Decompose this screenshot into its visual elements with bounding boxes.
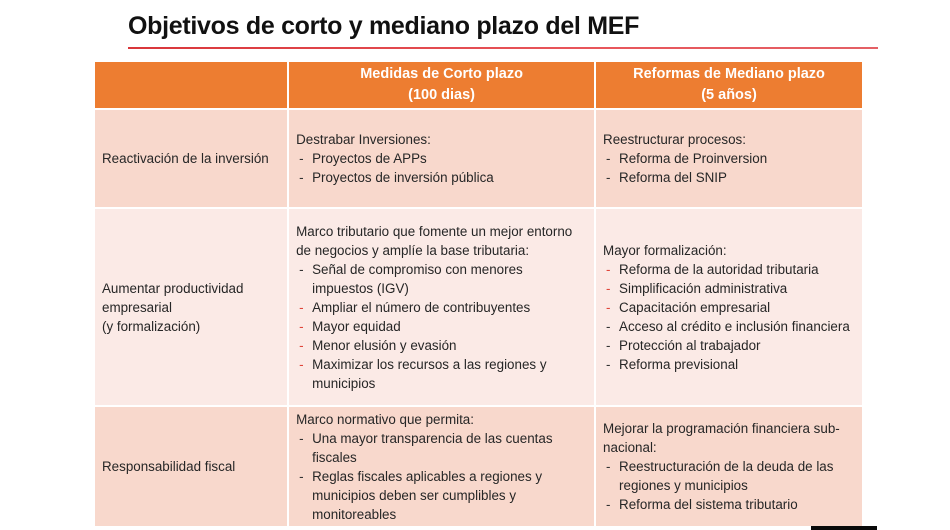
objective-cell: Aumentar productividad empresarial (y fo… xyxy=(92,207,290,407)
header-short-term: Medidas de Corto plazo (100 dias) xyxy=(287,60,597,110)
table-row: Aumentar productividad empresarial (y fo… xyxy=(92,207,864,407)
list-item: Reforma del SNIP xyxy=(603,168,855,187)
medium-term-cell: Mayor formalización: Reforma de la autor… xyxy=(594,207,864,407)
list-item: Proyectos de APPs xyxy=(296,149,587,168)
list-item: Reforma previsional xyxy=(603,355,855,374)
list-item: Una mayor transparencia de las cuentas f… xyxy=(296,429,587,467)
header-medium-term: Reformas de Mediano plazo (5 años) xyxy=(594,60,864,110)
objectives-table: Medidas de Corto plazo (100 dias) Reform… xyxy=(92,60,864,528)
table-header-row: Medidas de Corto plazo (100 dias) Reform… xyxy=(92,60,864,110)
short-term-cell: Marco normativo que permita: Una mayor t… xyxy=(287,405,597,528)
list-item: Capacitación empresarial xyxy=(603,298,855,317)
medium-term-cell: Mejorar la programación financiera sub-n… xyxy=(594,405,864,528)
list-item: Señal de compromiso con menores impuesto… xyxy=(296,260,587,298)
list-item: Reglas fiscales aplicables a regiones y … xyxy=(296,467,587,524)
short-term-cell: Marco tributario que fomente un mejor en… xyxy=(287,207,597,407)
page-title: Objetivos de corto y mediano plazo del M… xyxy=(128,12,640,40)
list-item: Simplificación administrativa xyxy=(603,279,855,298)
list-item: Protección al trabajador xyxy=(603,336,855,355)
list-item: Reforma de Proinversion xyxy=(603,149,855,168)
title-underline xyxy=(128,47,878,49)
table-row: Reactivación de la inversión Destrabar I… xyxy=(92,108,864,209)
list-item: Proyectos de inversión pública xyxy=(296,168,587,187)
objective-cell: Reactivación de la inversión xyxy=(92,108,290,209)
list-item: Mayor equidad xyxy=(296,317,587,336)
table-row: Responsabilidad fiscal Marco normativo q… xyxy=(92,405,864,528)
medium-term-cell: Reestructurar procesos: Reforma de Proin… xyxy=(594,108,864,209)
list-item: Reforma del sistema tributario xyxy=(603,495,855,514)
header-objective xyxy=(92,60,290,110)
list-item: Menor elusión y evasión xyxy=(296,336,587,355)
decorative-bar xyxy=(811,526,877,530)
objective-cell: Responsabilidad fiscal xyxy=(92,405,290,528)
list-item: Acceso al crédito e inclusión financiera xyxy=(603,317,855,336)
list-item: Maximizar los recursos a las regiones y … xyxy=(296,355,587,393)
list-item: Reestructuración de la deuda de las regi… xyxy=(603,457,855,495)
list-item: Ampliar el número de contribuyentes xyxy=(296,298,587,317)
list-item: Reforma de la autoridad tributaria xyxy=(603,260,855,279)
short-term-cell: Destrabar Inversiones: Proyectos de APPs… xyxy=(287,108,597,209)
